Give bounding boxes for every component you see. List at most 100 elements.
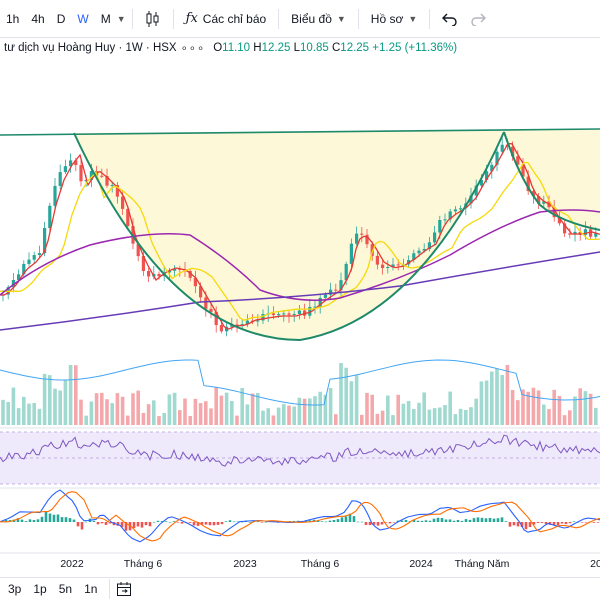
volume-bar <box>63 380 68 425</box>
macd-bar <box>20 519 24 522</box>
timeframe-1h[interactable]: 1h <box>6 11 20 26</box>
macd-bar <box>120 522 124 528</box>
candle-body <box>443 219 447 221</box>
indicators-button[interactable]: ƒx Các chỉ báo <box>180 6 273 32</box>
candle-body <box>277 314 281 316</box>
candle-body <box>287 313 291 315</box>
macd-bar <box>512 522 516 526</box>
macd-bar <box>228 520 232 522</box>
candle-body <box>282 313 286 315</box>
macd-bar <box>148 522 152 527</box>
profile-menu-button[interactable]: Hồ sơ ▼ <box>365 6 423 32</box>
timeframe-4h[interactable]: 4h <box>31 11 45 26</box>
timeframe-w[interactable]: W <box>77 11 89 26</box>
volume-bar <box>484 380 489 425</box>
redo-button[interactable] <box>464 6 492 32</box>
candle-body <box>459 208 463 210</box>
volume-bar <box>235 415 239 425</box>
toolbar-divider <box>109 579 111 599</box>
macd-bar <box>404 519 408 522</box>
toolbar-divider <box>278 8 280 29</box>
range-5n[interactable]: 5n <box>58 582 73 596</box>
macd-bar <box>264 521 268 523</box>
candle-body <box>308 306 312 316</box>
candle-body <box>271 313 275 316</box>
volume-bar <box>406 401 411 425</box>
candle-style-button[interactable] <box>139 6 167 32</box>
timeframe-dropdown-icon[interactable]: ▼ <box>116 13 126 24</box>
price-chart-svg[interactable]: 2022 Tháng 6 2023 Tháng 6 2024 Tháng Năm 20 <box>0 58 600 576</box>
macd-bar <box>536 522 540 523</box>
candle-body <box>329 289 333 295</box>
volume-bar <box>334 414 338 425</box>
volume-bar <box>287 405 291 425</box>
volume-bar <box>479 381 484 425</box>
volume-bar <box>146 404 151 425</box>
volume-bar <box>53 388 57 425</box>
more-options-icon[interactable]: ∘∘∘ <box>180 43 206 55</box>
macd-bar <box>560 522 564 524</box>
symbol-title[interactable]: tư dịch vụ Hoàng Huy · 1W · HSX <box>4 42 177 54</box>
volume-bar <box>547 409 551 425</box>
range-1n[interactable]: 1n <box>84 582 98 596</box>
macd-bar <box>364 522 368 525</box>
candle-body <box>147 270 151 277</box>
macd-bar <box>548 522 552 525</box>
candle-body <box>370 244 374 256</box>
candle-body <box>199 286 203 298</box>
range-3p[interactable]: 3p <box>8 582 22 596</box>
undo-button[interactable] <box>436 6 464 32</box>
low-key: L <box>293 42 300 54</box>
macd-bar <box>480 517 484 522</box>
macd-bar <box>388 522 392 524</box>
volume-bar <box>271 415 276 425</box>
candle-body <box>381 264 385 269</box>
volume-bar <box>562 415 567 425</box>
macd-bar <box>568 522 572 524</box>
volume-bar <box>380 410 385 425</box>
macd-bar <box>4 519 8 522</box>
macd-bar <box>320 521 324 522</box>
macd-bar <box>476 517 480 522</box>
macd-bar <box>224 521 228 522</box>
volume-bar <box>136 390 140 425</box>
chart-menu-label: Biểu đồ <box>291 11 332 26</box>
candle-body <box>89 171 93 180</box>
macd-bar <box>108 522 112 524</box>
high-key: H <box>253 42 262 54</box>
volume-bar <box>141 412 146 425</box>
pattern-fill <box>0 130 600 340</box>
macd-bar <box>524 522 528 530</box>
volume-bar <box>422 392 426 425</box>
candle-body <box>32 255 36 260</box>
macd-bar <box>436 517 440 522</box>
volume-bar <box>542 404 546 425</box>
volume-bar <box>386 395 390 425</box>
timeframe-m[interactable]: M <box>100 11 111 26</box>
candle-body <box>552 207 556 218</box>
timeframe-d[interactable]: D <box>56 11 66 26</box>
macd-bar <box>60 517 64 522</box>
volume-bar <box>11 387 16 425</box>
macd-bar <box>492 518 496 522</box>
macd-bar <box>456 520 460 522</box>
candle-body <box>115 185 119 197</box>
range-1p[interactable]: 1p <box>33 582 47 596</box>
candle-body <box>526 176 530 192</box>
candle-body <box>568 233 572 235</box>
macd-bar <box>160 521 164 522</box>
volume-bar <box>354 375 359 425</box>
volume-bar <box>256 393 260 425</box>
macd-bar <box>72 519 76 522</box>
profile-menu-label: Hồ sơ <box>370 11 404 26</box>
candle-body <box>391 264 395 267</box>
macd-bar <box>168 521 172 523</box>
candle-body <box>589 229 593 237</box>
chart-menu-button[interactable]: Biểu đồ ▼ <box>285 6 352 32</box>
calendar-range-icon[interactable] <box>116 581 132 597</box>
candle-body <box>126 208 130 227</box>
chart-area[interactable]: 2022 Tháng 6 2023 Tháng 6 2024 Tháng Năm 20 <box>0 58 600 576</box>
volume-bar <box>568 410 572 425</box>
candle-body <box>490 164 494 172</box>
candle-body <box>334 289 338 291</box>
